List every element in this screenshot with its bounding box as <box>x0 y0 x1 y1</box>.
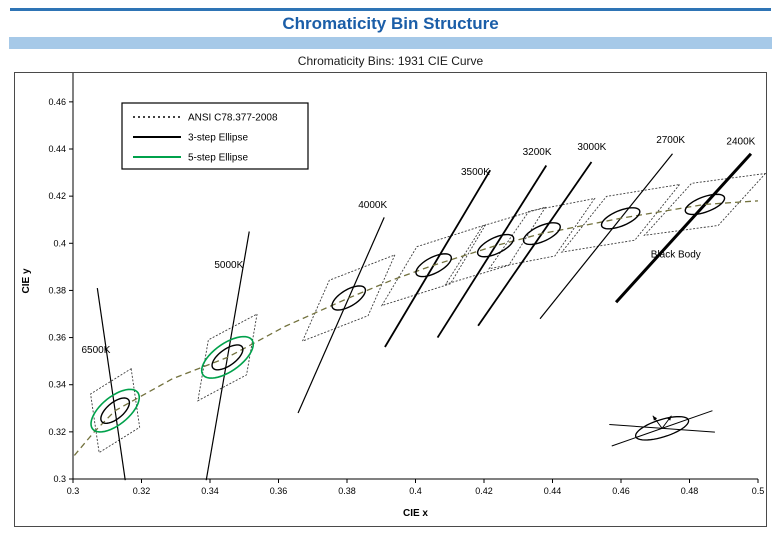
inset-ellipse-detail <box>609 410 715 447</box>
y-tick-label: 0.44 <box>48 144 66 154</box>
three-step-ellipse-3500K <box>415 253 453 278</box>
x-tick-label: 0.38 <box>338 486 356 496</box>
isotherm-lines <box>96 152 753 481</box>
ansi-bin-3500K <box>380 224 487 307</box>
three-step-ellipse-6500K <box>100 397 131 425</box>
cct-label-3200K: 3200K <box>523 147 552 158</box>
cct-label-2700K: 2700K <box>656 135 685 146</box>
cct-labels: 6500K 5000K 4000K 3500K 3200K 3000K 2700K 2400K… <box>81 135 755 356</box>
ansi-bin-4000K <box>301 254 396 342</box>
three-step-ellipse-3000K <box>522 222 561 246</box>
y-tick-label: 0.46 <box>48 97 66 107</box>
legend-label-1: 3-step Ellipse <box>188 133 248 144</box>
blackbody-locus <box>73 200 759 456</box>
y-tick-label: 0.38 <box>48 285 66 295</box>
x-tick-label: 0.46 <box>612 486 630 496</box>
x-tick-label: 0.44 <box>544 486 562 496</box>
ansi-bins <box>90 172 767 454</box>
x-tick-label: 0.4 <box>409 486 422 496</box>
three-step-ellipse-3200K <box>476 233 515 258</box>
axes: 0.3 0.32 0.34 0.36 0.38 0.4 0.42 0.44 0.46 0.48 0.… <box>21 73 764 519</box>
three-step-ellipse-2400K <box>684 193 726 216</box>
inset-arrowhead-1 <box>652 415 658 421</box>
x-tick-label: 0.36 <box>270 486 288 496</box>
cct-label-4000K: 4000K <box>358 200 387 211</box>
legend-label-0: ANSI C78.377-2008 <box>188 113 278 124</box>
x-axis-title: CIE x <box>403 508 428 519</box>
y-tick-label: 0.4 <box>53 238 66 248</box>
x-tick-label: 0.3 <box>67 486 80 496</box>
ansi-bin-3000K <box>488 197 596 270</box>
y-axis-title: CIE y <box>21 268 32 293</box>
chart-frame: 6500K 5000K 4000K 3500K 3200K 3000K 2700K 2400K… <box>14 72 767 527</box>
five-step-ellipse-5000K <box>200 335 255 379</box>
x-tick-label: 0.48 <box>681 486 699 496</box>
cct-label-5000K: 5000K <box>214 260 243 271</box>
y-tick-label: 0.42 <box>48 191 66 201</box>
x-tick-label: 0.42 <box>475 486 493 496</box>
page-title: Chromaticity Bin Structure <box>282 14 499 33</box>
title-band <box>9 37 772 49</box>
cct-label-2400K: 2400K <box>726 136 755 147</box>
legend: ANSI C78.377-2008 3-step Ellipse 5-step El… <box>121 102 309 170</box>
bin-ellipses <box>90 193 726 433</box>
x-tick-label: 0.32 <box>133 486 151 496</box>
isotherm-line-2700K <box>539 153 673 320</box>
five-step-ellipse-6500K <box>90 388 141 433</box>
isotherm-line-6500K <box>96 287 126 481</box>
three-step-ellipse-5000K <box>211 344 244 371</box>
ansi-bin-3200K <box>444 206 547 286</box>
legend-label-2: 5-step Ellipse <box>188 153 248 164</box>
page: Chromaticity Bin Structure Chromaticity … <box>0 8 781 527</box>
isotherm-line-4000K <box>297 217 385 414</box>
isotherm-line-3200K <box>436 165 548 339</box>
isotherm-line-2400K <box>614 152 753 304</box>
y-tick-label: 0.34 <box>48 380 66 390</box>
y-tick-label: 0.32 <box>48 427 66 437</box>
ansi-bin-2400K <box>643 172 767 236</box>
chart-subtitle: Chromaticity Bins: 1931 CIE Curve <box>297 54 484 68</box>
blackbody-curve <box>73 200 759 456</box>
x-tick-label: 0.34 <box>201 486 219 496</box>
three-step-ellipse-4000K <box>331 285 367 311</box>
y-tick-label: 0.3 <box>53 474 66 484</box>
isotherm-line-5000K <box>205 231 250 481</box>
blackbody-label: Black Body <box>651 249 701 260</box>
x-tick-label: 0.5 <box>752 486 765 496</box>
chromaticity-chart: 6500K 5000K 4000K 3500K 3200K 3000K 2700K 2400K… <box>21 73 767 519</box>
cct-label-3000K: 3000K <box>577 142 606 153</box>
y-tick-label: 0.36 <box>48 333 66 343</box>
isotherm-line-3500K <box>384 169 491 348</box>
top-rule <box>10 8 771 11</box>
three-step-ellipse-2700K <box>600 207 641 230</box>
inset-arrowhead-0 <box>667 415 672 421</box>
cct-label-6500K: 6500K <box>81 345 110 356</box>
cct-label-3500K: 3500K <box>461 167 490 178</box>
ansi-bin-2700K <box>560 183 681 253</box>
